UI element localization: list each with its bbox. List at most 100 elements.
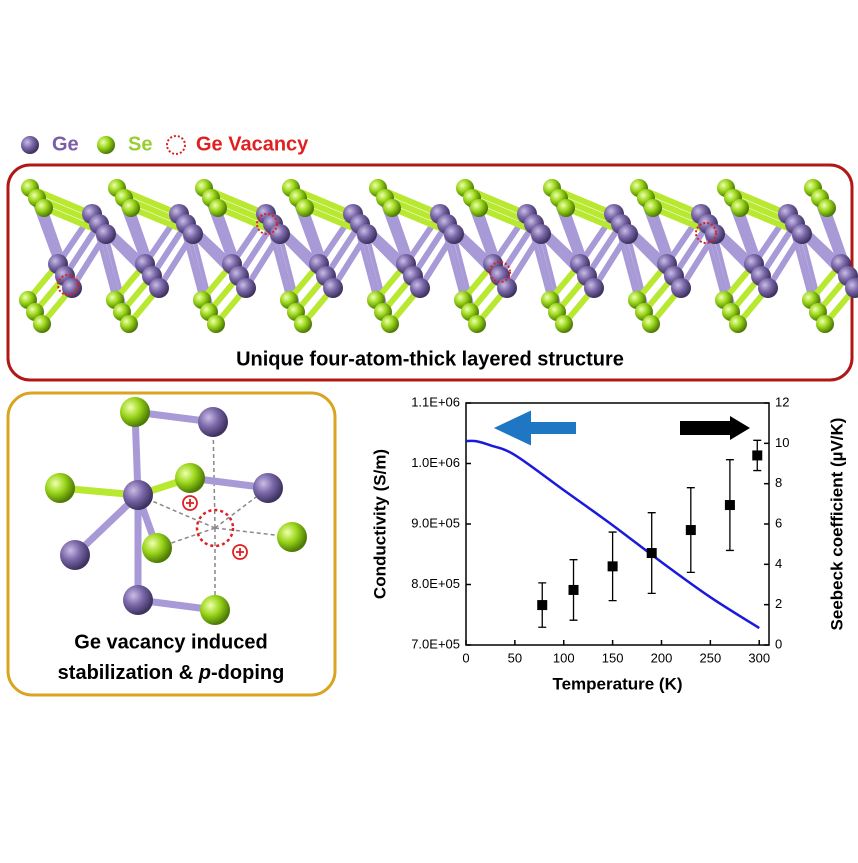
se-atom [294, 315, 312, 333]
se-atom [731, 199, 749, 217]
se-atom [468, 315, 486, 333]
hole-plus [236, 548, 244, 556]
se-atom [383, 199, 401, 217]
ge-atom [845, 278, 858, 298]
left-axis-arrow [493, 410, 576, 446]
ge-atom [323, 278, 343, 298]
legend-vacancy: Ge Vacancy [196, 133, 309, 155]
ge-atom [270, 224, 290, 244]
bond [758, 222, 798, 278]
ge-atom [531, 224, 551, 244]
se-atom [207, 315, 225, 333]
caption-part: -doping [211, 662, 284, 684]
data-point [607, 561, 618, 572]
se-atom [122, 199, 140, 217]
ge-atom [618, 224, 638, 244]
data-point [537, 600, 548, 611]
ge-atom [149, 278, 169, 298]
y2-tick-label: 4 [775, 556, 782, 571]
bond [323, 222, 363, 278]
right-axis-arrow-head [730, 416, 750, 440]
ge-atom [497, 278, 517, 298]
bond [497, 222, 537, 278]
data-point [685, 525, 696, 536]
ge-atom [183, 224, 203, 244]
se-atom [200, 595, 230, 625]
structures [19, 179, 858, 625]
data-line [465, 439, 760, 630]
left-caption-line2: stabilization & p-doping [58, 662, 285, 684]
ge-atom [198, 407, 228, 437]
y-tick-label: 9.0E+05 [411, 515, 460, 530]
vacancy [256, 213, 278, 235]
vacancy [195, 508, 235, 548]
ge-atom [584, 278, 604, 298]
y-tick-label: 1.0E+06 [411, 455, 460, 470]
ge-atom [62, 278, 82, 298]
se-atom [175, 463, 205, 493]
data-point [752, 450, 763, 461]
bond [236, 222, 276, 278]
ge-atom [96, 224, 116, 244]
data-point [568, 584, 579, 595]
y2-axis-title: Seebeck coefficient (µV/K) [827, 418, 846, 631]
vacancy [695, 222, 717, 244]
se-atom [45, 473, 75, 503]
ge-atom [236, 278, 256, 298]
bond [504, 232, 544, 290]
se-atom [277, 522, 307, 552]
y2-tick-label: 2 [775, 596, 782, 611]
caption-part: p [198, 662, 211, 684]
data-point [724, 500, 735, 511]
bond [156, 232, 196, 290]
bond [243, 232, 283, 290]
x-tick-label: 200 [651, 650, 673, 665]
legend-vacancy-icon [166, 135, 186, 155]
y-axis-title: Conductivity (S/m) [370, 449, 389, 599]
bond [671, 222, 711, 278]
y2-tick-label: 8 [775, 475, 782, 490]
y2-tick-label: 6 [775, 515, 782, 530]
y-tick-label: 1.1E+06 [411, 394, 460, 409]
top-caption: Unique four-atom-thick layered structure [236, 348, 624, 370]
x-tick-label: 50 [508, 650, 522, 665]
legend-ge-icon [21, 136, 39, 154]
se-atom [642, 315, 660, 333]
ge-atom [123, 585, 153, 615]
vacancy [489, 261, 511, 283]
chart: 0 50 100 150 200 250 3007.0E+058.0E+059.0E+051… [370, 394, 846, 693]
legend-se-icon [97, 136, 115, 154]
se-atom [120, 315, 138, 333]
vacancy [57, 274, 79, 296]
ge-atom [253, 473, 283, 503]
bond [417, 232, 457, 290]
se-atom [33, 315, 51, 333]
se-atom [555, 315, 573, 333]
ge-atom [758, 278, 778, 298]
left-caption-line1: Ge vacancy induced [74, 631, 267, 653]
legend-se: Se [128, 133, 152, 155]
se-atom [557, 199, 575, 217]
data-point [646, 548, 657, 559]
se-atom [209, 199, 227, 217]
bond [410, 222, 450, 278]
x-axis-title: Temperature (K) [552, 674, 682, 693]
bond [62, 222, 102, 278]
y2-tick-label: 12 [775, 394, 789, 409]
se-atom [142, 533, 172, 563]
y2-tick-label: 10 [775, 435, 789, 450]
ge-atom [444, 224, 464, 244]
ge-atom [357, 224, 377, 244]
ge-atom [60, 540, 90, 570]
bond [69, 232, 109, 290]
legend-ge: Ge [52, 133, 79, 155]
se-atom [35, 199, 53, 217]
se-atom [381, 315, 399, 333]
bond [149, 222, 189, 278]
se-atom [644, 199, 662, 217]
se-atom [296, 199, 314, 217]
se-atom [120, 397, 150, 427]
bond [330, 232, 370, 290]
bond [591, 232, 631, 290]
se-atom [818, 199, 836, 217]
